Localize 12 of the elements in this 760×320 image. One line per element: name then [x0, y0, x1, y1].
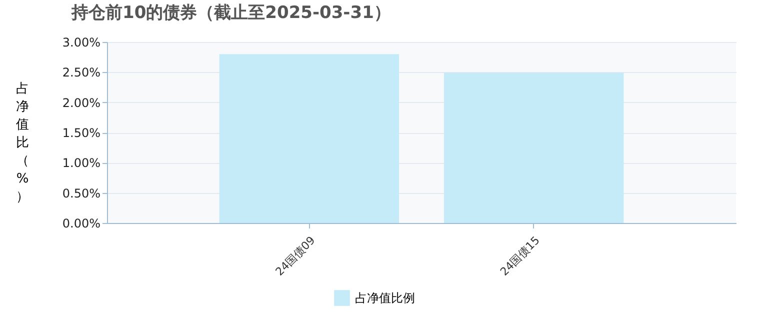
y-axis-title: 占净值比（%）: [16, 82, 29, 204]
y-tick-label: 0.00%: [62, 216, 100, 230]
x-tick-label: 24国债15: [498, 234, 542, 278]
y-tick-label: 3.00%: [62, 36, 100, 50]
y-tick-label: 1.50%: [62, 126, 100, 140]
y-tick-label: 0.50%: [62, 186, 100, 200]
y-tick-label: 2.00%: [62, 96, 100, 110]
legend-label: 占净值比例: [355, 291, 415, 305]
y-tick-label: 1.00%: [62, 156, 100, 170]
chart-title: 持仓前10的债券（截止至2025-03-31）: [70, 3, 391, 23]
x-tick-label: 24国债09: [273, 234, 318, 278]
y-tick-label: 2.50%: [62, 66, 100, 80]
